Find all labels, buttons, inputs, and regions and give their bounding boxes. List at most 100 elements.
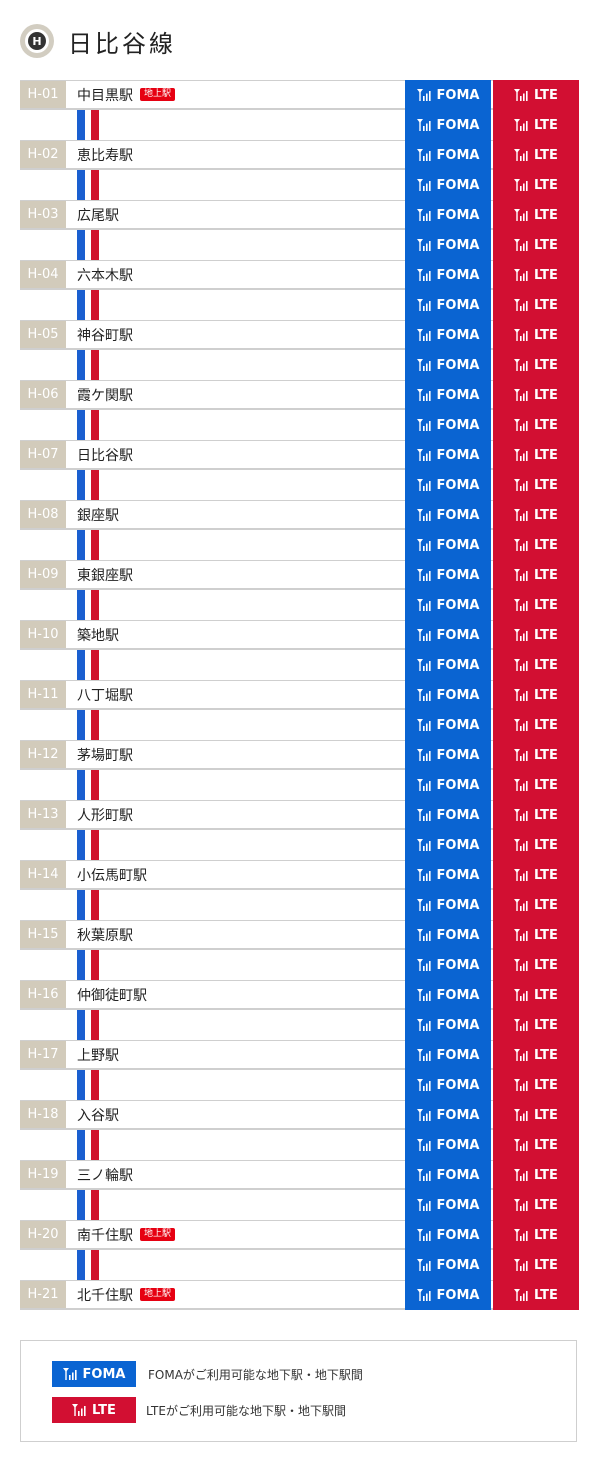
foma-label: FOMA: [436, 927, 480, 943]
lte-badge: LTE: [493, 350, 579, 380]
section-row: FOMA LTE: [20, 230, 579, 260]
lte-label: LTE: [534, 657, 558, 673]
station-code: H-11: [20, 681, 66, 708]
station-row: H-19 三ノ輪駅 FOMA LTE: [20, 1160, 579, 1190]
station-name-text: 南千住駅: [77, 1227, 133, 1244]
antenna-signal-icon: [416, 779, 431, 791]
station-name-text: 東銀座駅: [77, 567, 133, 584]
foma-section-bar: [77, 770, 85, 800]
lte-badge: LTE: [493, 1160, 579, 1190]
antenna-signal-icon: [514, 1049, 528, 1061]
antenna-signal-icon: [514, 1199, 528, 1211]
foma-badge: FOMA: [405, 950, 491, 980]
foma-badge: FOMA: [405, 1070, 491, 1100]
section-row: FOMA LTE: [20, 110, 579, 140]
lte-badge: LTE: [493, 1280, 579, 1310]
foma-badge: FOMA: [405, 200, 491, 230]
above-ground-badge: 地上駅: [140, 88, 176, 101]
station-name: 仲御徒町駅: [77, 981, 147, 1008]
lte-badge: LTE: [493, 1190, 579, 1220]
lte-badge: LTE: [493, 950, 579, 980]
lte-badge: LTE: [493, 1250, 579, 1280]
station-row: H-21 北千住駅 地上駅 FOMA LTE: [20, 1280, 579, 1310]
lte-label: LTE: [534, 147, 558, 163]
coverage-badges: FOMA LTE: [405, 680, 579, 710]
foma-label: FOMA: [436, 387, 480, 403]
lte-label: LTE: [534, 777, 558, 793]
lte-label: LTE: [534, 987, 558, 1003]
antenna-signal-icon: [416, 1109, 431, 1121]
foma-badge: FOMA: [405, 290, 491, 320]
foma-badge: FOMA: [405, 320, 491, 350]
foma-label: FOMA: [436, 807, 480, 823]
antenna-signal-icon: [416, 419, 431, 431]
antenna-signal-icon: [416, 839, 431, 851]
section-row: FOMA LTE: [20, 710, 579, 740]
coverage-badges: FOMA LTE: [405, 1010, 579, 1040]
antenna-signal-icon: [514, 269, 528, 281]
foma-badge: FOMA: [405, 830, 491, 860]
coverage-badges: FOMA LTE: [405, 590, 579, 620]
lte-label: LTE: [534, 537, 558, 553]
antenna-signal-icon: [416, 1019, 431, 1031]
antenna-signal-icon: [416, 1139, 431, 1151]
foma-section-bar: [77, 1010, 85, 1040]
lte-badge: LTE: [493, 1070, 579, 1100]
station-row: H-07 日比谷駅 FOMA LTE: [20, 440, 579, 470]
antenna-signal-icon: [514, 689, 528, 701]
antenna-signal-icon: [514, 179, 528, 191]
lte-label: LTE: [534, 417, 558, 433]
antenna-signal-icon: [416, 629, 431, 641]
station-code: H-01: [20, 81, 66, 108]
coverage-badges: FOMA LTE: [405, 500, 579, 530]
legend-item-foma: FOMA FOMAがご利用可能な地下駅・地下駅間: [52, 1361, 363, 1387]
coverage-badges: FOMA LTE: [405, 1070, 579, 1100]
foma-badge: FOMA: [405, 530, 491, 560]
antenna-signal-icon: [416, 1169, 431, 1181]
coverage-badges: FOMA LTE: [405, 1280, 579, 1310]
foma-section-bar: [77, 470, 85, 500]
station-code: H-06: [20, 381, 66, 408]
foma-label: FOMA: [436, 867, 480, 883]
lte-badge: LTE: [493, 1100, 579, 1130]
section-row: FOMA LTE: [20, 1070, 579, 1100]
section-row: FOMA LTE: [20, 290, 579, 320]
foma-badge: FOMA: [405, 440, 491, 470]
foma-badge: FOMA: [405, 1190, 491, 1220]
foma-badge: FOMA: [405, 920, 491, 950]
foma-section-bar: [77, 1190, 85, 1220]
antenna-signal-icon: [514, 149, 528, 161]
legend-text-foma: FOMAがご利用可能な地下駅・地下駅間: [148, 1367, 363, 1382]
station-name-text: 八丁堀駅: [77, 687, 133, 704]
station-name: 人形町駅: [77, 801, 133, 828]
lte-section-bar: [91, 1070, 99, 1100]
lte-badge: LTE: [493, 860, 579, 890]
coverage-badges: FOMA LTE: [405, 890, 579, 920]
lte-badge: LTE: [493, 980, 579, 1010]
antenna-signal-icon: [514, 989, 528, 1001]
station-name: 東銀座駅: [77, 561, 133, 588]
antenna-signal-icon: [514, 1139, 528, 1151]
foma-label: FOMA: [436, 597, 480, 613]
lte-badge: LTE: [493, 650, 579, 680]
lte-badge: LTE: [493, 1130, 579, 1160]
coverage-badges: FOMA LTE: [405, 110, 579, 140]
foma-label: FOMA: [436, 147, 480, 163]
foma-badge: FOMA: [405, 230, 491, 260]
lte-label: LTE: [534, 717, 558, 733]
foma-label: FOMA: [436, 267, 480, 283]
foma-label: FOMA: [436, 687, 480, 703]
section-row: FOMA LTE: [20, 410, 579, 440]
station-code: H-07: [20, 441, 66, 468]
foma-section-bar: [77, 230, 85, 260]
station-code: H-03: [20, 201, 66, 228]
antenna-signal-icon: [514, 299, 528, 311]
lte-badge: LTE: [493, 560, 579, 590]
foma-section-bar: [77, 110, 85, 140]
lte-badge: LTE: [493, 1010, 579, 1040]
lte-section-bar: [91, 110, 99, 140]
antenna-signal-icon: [416, 119, 431, 131]
section-row: FOMA LTE: [20, 650, 579, 680]
lte-label: LTE: [534, 1197, 558, 1213]
coverage-badges: FOMA LTE: [405, 830, 579, 860]
